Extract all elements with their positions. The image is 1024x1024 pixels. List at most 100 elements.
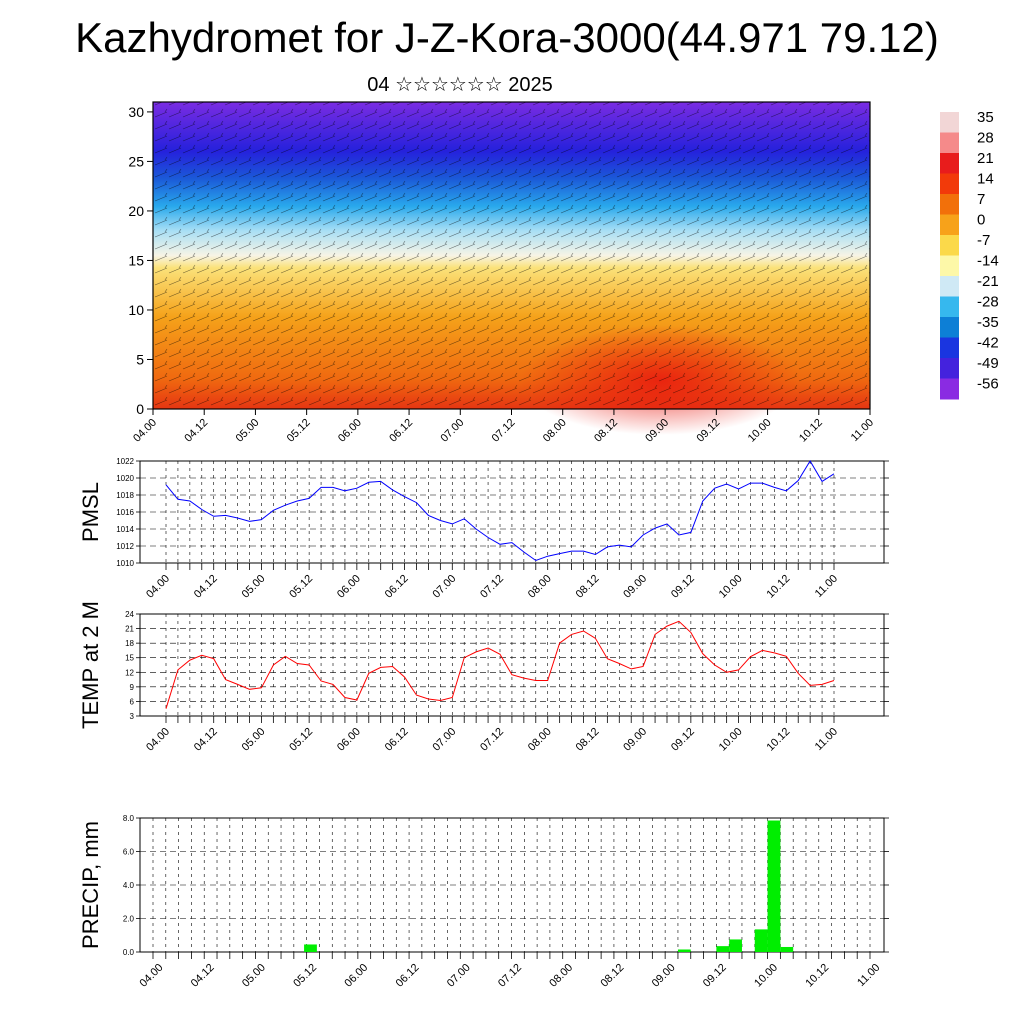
colorbar-swatch: [940, 296, 959, 318]
x-tick-label: 11.00: [855, 962, 882, 989]
colorbar-swatch: [940, 276, 959, 297]
x-tick-label: 05.00: [240, 962, 268, 990]
x-tick-label: 06.12: [383, 726, 411, 754]
x-tick-label: 09.12: [701, 962, 729, 990]
x-tick-label: 09.00: [621, 573, 649, 601]
x-tick-label: 07.12: [478, 573, 506, 601]
colorbar-label: -42: [977, 335, 999, 352]
colorbar-label: -28: [977, 294, 999, 311]
x-tick-label: 11.00: [813, 573, 840, 600]
y-tick-label: 1022: [116, 457, 134, 466]
x-tick-label: 06.00: [335, 726, 363, 754]
y-axis-label: PRECIP, mm: [78, 821, 103, 949]
x-tick-label: 08.00: [541, 417, 569, 445]
colorbar: 35 28 21 14 7 0 -7 -14 -21 -28 -35 -42 -49 -56: [940, 109, 999, 400]
colorbar-swatch: [940, 337, 959, 359]
precip-bar: [677, 949, 691, 952]
y-tick-label: 2.0: [123, 915, 135, 924]
precip-bar: [716, 946, 730, 952]
x-tick-label: 11.00: [813, 726, 840, 753]
x-tick-label: 09.12: [669, 726, 697, 754]
colorbar-swatch: [940, 153, 959, 174]
x-tick-label: 06.00: [336, 417, 364, 445]
wind-barbs: [153, 102, 870, 409]
y-tick-label: 9: [130, 683, 135, 692]
x-tick-label: 10.12: [803, 962, 831, 990]
colorbar-label: 7: [977, 191, 985, 208]
x-tick-label: 07.00: [430, 573, 458, 601]
colorbar-label: 28: [977, 130, 994, 147]
x-tick-label: 11.00: [849, 417, 876, 444]
y-tick-label: 1012: [116, 542, 134, 551]
precip-bar: [729, 939, 742, 952]
x-tick-label: 06.12: [394, 962, 422, 990]
y-tick-label: 3: [130, 712, 135, 721]
y-tick-label: 18: [125, 639, 134, 648]
x-tick-label: 08.00: [526, 726, 554, 754]
x-tick-label: 10.00: [717, 573, 745, 601]
colorbar-swatch: [940, 317, 959, 338]
y-tick-label: 15: [128, 252, 144, 268]
x-tick-label: 04.00: [144, 573, 172, 601]
colorbar-swatch: [940, 173, 959, 195]
colorbar-swatch: [940, 214, 959, 236]
x-tick-label: 05.00: [240, 726, 268, 754]
x-tick-label: 07.00: [430, 726, 458, 754]
x-tick-label: 04.12: [189, 962, 217, 990]
x-tick-label: 07.12: [478, 726, 506, 754]
colorbar-label: -7: [977, 232, 990, 249]
colorbar-label: 21: [977, 150, 994, 167]
x-tick-label: 07.00: [438, 417, 466, 445]
precip-panel: 0.0 2.0 4.0 6.0 8.0 04.00 04.12 05.00 05.12 06.00…: [78, 814, 889, 990]
temp-panel: 3 6 9 12 15 18 21 24 04.00 04.12 05.00 05.12 06.00 06…: [78, 601, 889, 754]
y-axis-label: TEMP at 2 M: [78, 601, 103, 729]
y-tick-label: 1018: [116, 491, 134, 500]
x-tick-label: 10.12: [764, 726, 792, 754]
y-tick-label: 21: [125, 625, 134, 634]
y-tick-label: 10: [128, 302, 144, 318]
x-tick-label: 05.00: [240, 573, 268, 601]
x-tick-label: 08.12: [574, 726, 602, 754]
y-tick-label: 20: [128, 203, 144, 219]
y-tick-label: 8.0: [123, 814, 135, 823]
y-tick-label: 1020: [116, 474, 134, 483]
series-line: [165, 620, 835, 709]
y-tick-label: 0: [136, 401, 144, 417]
y-tick-label: 6.0: [123, 848, 135, 857]
x-tick-label: 05.00: [234, 417, 262, 445]
y-tick-label: 30: [128, 104, 144, 120]
x-tick-label: 06.12: [387, 417, 415, 445]
colorbar-label: 0: [977, 212, 985, 229]
x-tick-label: 07.12: [496, 962, 524, 990]
y-tick-label: 24: [125, 610, 134, 619]
y-tick-label: 1010: [116, 559, 134, 568]
x-tick-label: 04.00: [138, 962, 166, 990]
colorbar-swatch: [940, 358, 959, 379]
x-tick-label: 04.12: [182, 417, 210, 445]
colorbar-label: -49: [977, 355, 999, 372]
pmsl-panel: 1010 1012 1014 1016 1018 1020 1022 04.00 04.12 05…: [78, 457, 889, 601]
x-tick-label: 06.00: [342, 962, 370, 990]
x-tick-label: 08.12: [598, 962, 626, 990]
y-tick-label: 4.0: [123, 881, 135, 890]
x-tick-label: 09.12: [669, 573, 697, 601]
y-tick-label: 15: [125, 654, 134, 663]
x-tick-label: 10.12: [764, 573, 792, 601]
y-tick-label: 12: [125, 668, 134, 677]
cross-section-panel: 0 5 10 15 20 25 30 04.00 04.12 05.00 05.12 06.00 06…: [128, 101, 876, 445]
x-tick-label: 04.00: [144, 726, 172, 754]
x-tick-label: 10.12: [797, 417, 825, 445]
x-tick-label: 09.00: [650, 962, 678, 990]
colorbar-label: -35: [977, 314, 999, 331]
series-line: [165, 460, 835, 562]
colorbar-swatch: [940, 255, 959, 277]
y-tick-label: 0.0: [123, 948, 135, 957]
x-tick-label: 10.00: [752, 962, 780, 990]
x-tick-label: 05.12: [287, 573, 315, 601]
x-tick-label: 04.00: [131, 417, 159, 445]
y-tick-label: 5: [136, 351, 144, 367]
x-tick-label: 04.12: [192, 573, 220, 601]
y-tick-label: 6: [130, 697, 135, 706]
colorbar-label: -21: [977, 273, 999, 290]
